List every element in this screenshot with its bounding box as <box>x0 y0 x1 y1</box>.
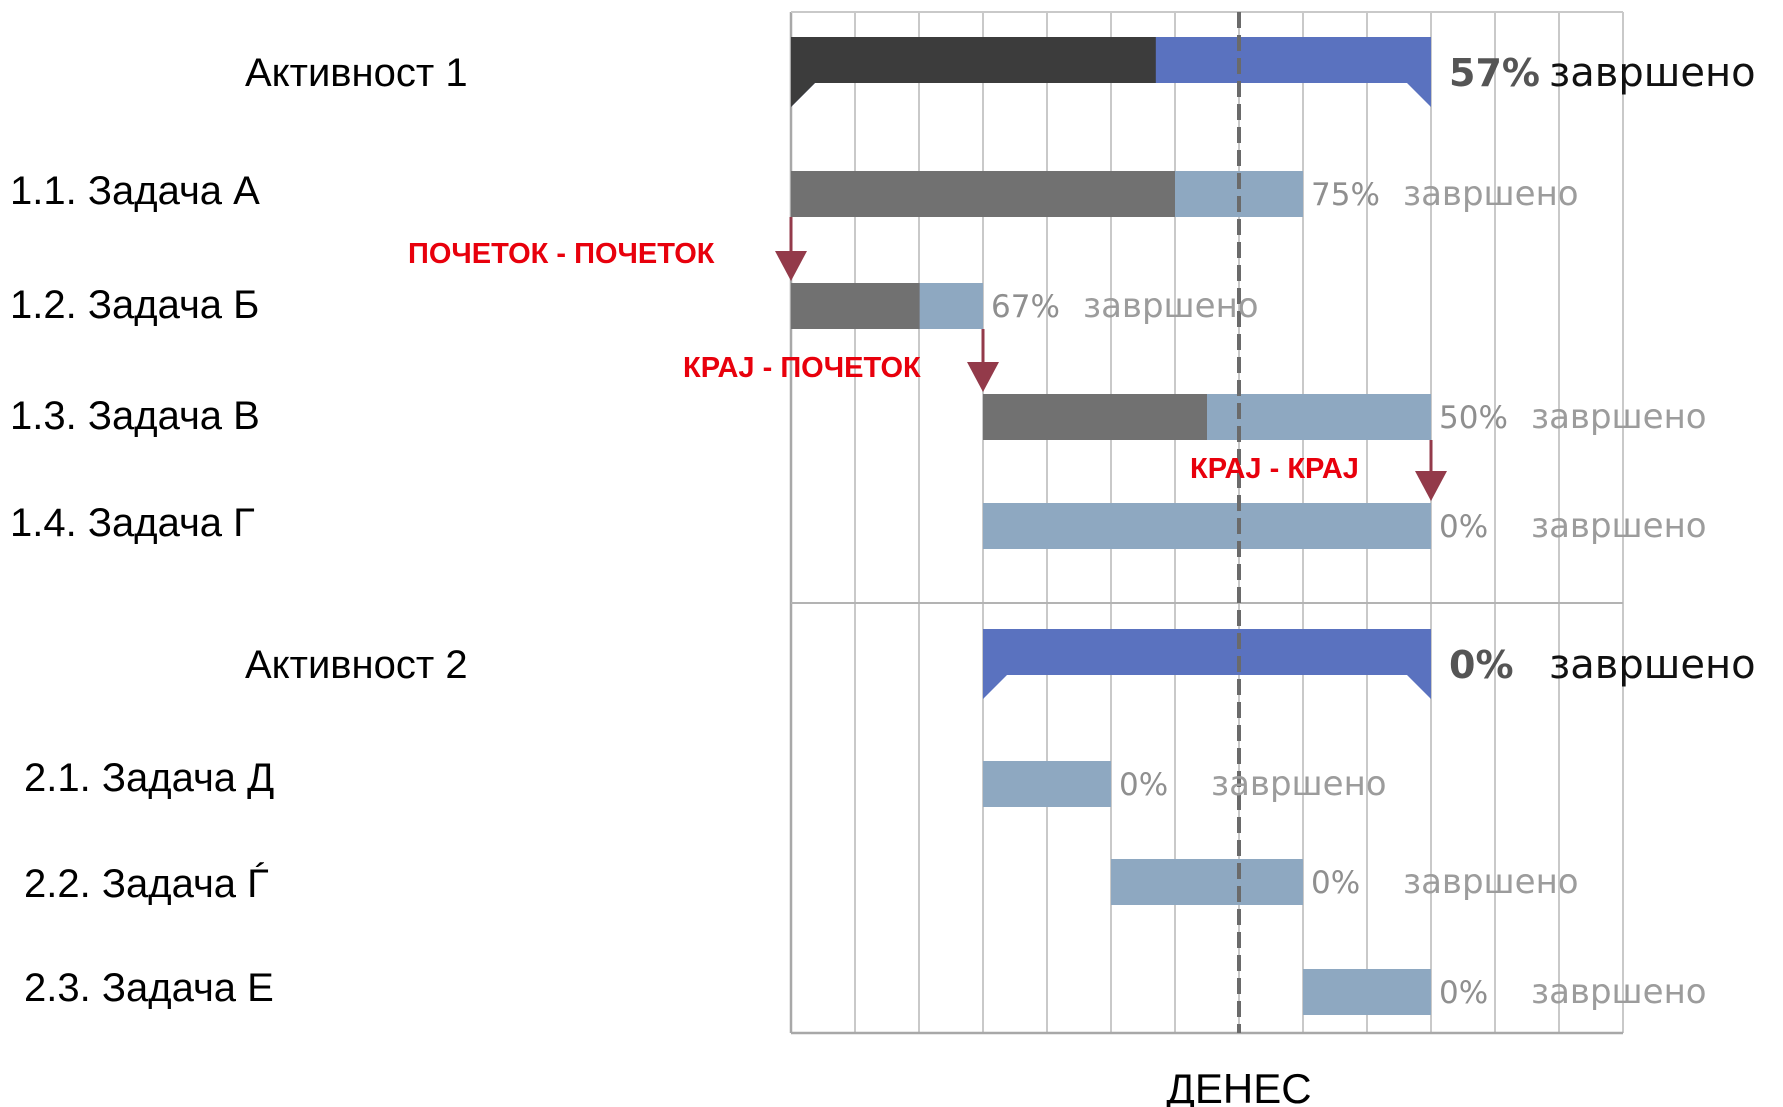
row-label: 1.1. Задача А <box>10 169 260 213</box>
today-label: ДЕНЕС <box>1166 1065 1311 1107</box>
row-label: 2.3. Задача Е <box>24 966 274 1010</box>
status-label: завршено <box>1549 642 1756 688</box>
dependency-arrow-head <box>775 251 807 281</box>
status-label: завршено <box>1531 397 1707 437</box>
percent-label: 0% <box>1119 767 1168 803</box>
row-label: Активност 2 <box>245 643 468 687</box>
row-label: 1.3. Задача В <box>10 394 260 438</box>
dependency-layer <box>775 217 1447 501</box>
dependency-arrow-head <box>967 362 999 392</box>
task-bar-remaining <box>983 503 1431 549</box>
task-bar-remaining <box>1111 859 1303 905</box>
summary-bar-remaining <box>983 629 1431 699</box>
percent-label: 50% <box>1439 400 1508 436</box>
status-label: завршено <box>1211 764 1387 804</box>
status-label: завршено <box>1083 286 1259 326</box>
row-label: Активност 1 <box>245 51 468 95</box>
percent-label: 0% <box>1439 975 1488 1011</box>
status-label: завршено <box>1403 174 1579 214</box>
percent-label: 0% <box>1449 643 1514 687</box>
task-bar-remaining <box>1303 969 1431 1015</box>
task-bar-complete <box>791 171 1175 217</box>
task-bar-remaining <box>983 761 1111 807</box>
summary-bar-complete <box>791 37 1156 107</box>
dependency-label: КРАЈ - ПОЧЕТОК <box>683 352 921 384</box>
status-label: завршено <box>1403 862 1579 902</box>
status-label: завршено <box>1549 50 1756 96</box>
percent-label: 0% <box>1439 509 1488 545</box>
percent-label: 67% <box>991 289 1060 325</box>
status-label: завршено <box>1531 972 1707 1012</box>
percent-label: 75% <box>1311 177 1380 213</box>
row-label: 2.1. Задача Д <box>24 756 274 800</box>
task-bar-complete <box>983 394 1207 440</box>
row-label: 2.2. Задача Ѓ <box>24 861 269 906</box>
percent-label: 0% <box>1311 865 1360 901</box>
row-label: 1.4. Задача Г <box>10 501 255 545</box>
bar-layer <box>791 37 1431 1015</box>
dependency-label: КРАЈ - КРАЈ <box>1190 453 1359 485</box>
dependency-arrow-head <box>1415 471 1447 501</box>
task-bar-complete <box>791 283 920 329</box>
percent-label: 57% <box>1449 51 1540 95</box>
dependency-label: ПОЧЕТОК - ПОЧЕТОК <box>408 238 715 270</box>
row-label: 1.2. Задача Б <box>10 283 259 327</box>
status-label: завршено <box>1531 506 1707 546</box>
